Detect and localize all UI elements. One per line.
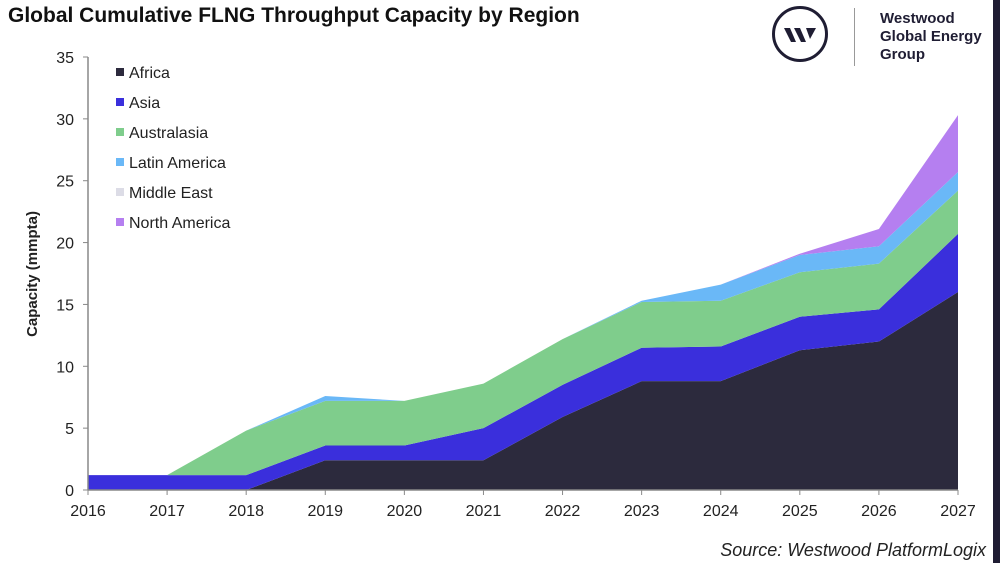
y-axis-label: Capacity (mmpta) — [24, 211, 41, 337]
y-tick-label: 30 — [56, 112, 74, 129]
x-tick-label: 2026 — [861, 503, 897, 520]
legend-swatch — [116, 158, 124, 166]
logo-line: Global Energy — [880, 28, 982, 45]
logo-divider — [854, 8, 855, 66]
x-tick-label: 2027 — [940, 503, 976, 520]
x-tick-label: 2023 — [624, 503, 660, 520]
legend-label: Asia — [129, 95, 160, 112]
legend-swatch — [116, 128, 124, 136]
source-note: Source: Westwood PlatformLogix — [720, 540, 986, 560]
legend-label: Latin America — [129, 155, 226, 172]
legend-swatch — [116, 188, 124, 196]
x-tick-label: 2016 — [70, 503, 106, 520]
x-tick-label: 2022 — [545, 503, 581, 520]
legend-swatch — [116, 68, 124, 76]
y-tick-label: 20 — [56, 236, 74, 253]
logo-w-icon — [772, 6, 828, 62]
right-border — [993, 0, 1000, 563]
chart-title: Global Cumulative FLNG Throughput Capaci… — [8, 4, 580, 27]
legend-label: Australasia — [129, 125, 208, 142]
y-tick-label: 15 — [56, 297, 74, 314]
logo-line: Group — [880, 46, 925, 63]
logo-line: Westwood — [880, 10, 955, 27]
legend-swatch — [116, 98, 124, 106]
y-tick-label: 0 — [65, 483, 74, 500]
x-tick-label: 2019 — [307, 503, 343, 520]
y-tick-label: 25 — [56, 174, 74, 191]
legend-label: Middle East — [129, 185, 213, 202]
x-tick-label: 2024 — [703, 503, 739, 520]
x-tick-label: 2020 — [387, 503, 423, 520]
x-tick-label: 2017 — [149, 503, 185, 520]
westwood-logo: Westwood Global Energy Group — [770, 4, 1000, 70]
legend-label: North America — [129, 215, 230, 232]
area-africa — [88, 292, 958, 490]
legend-swatch — [116, 218, 124, 226]
y-tick-label: 35 — [56, 50, 74, 67]
y-tick-label: 10 — [56, 359, 74, 376]
y-tick-label: 5 — [65, 421, 74, 438]
x-tick-label: 2025 — [782, 503, 818, 520]
logo-text: Westwood Global Energy Group — [880, 10, 982, 64]
x-tick-label: 2021 — [466, 503, 502, 520]
legend-label: Africa — [129, 65, 170, 82]
x-tick-label: 2018 — [228, 503, 264, 520]
